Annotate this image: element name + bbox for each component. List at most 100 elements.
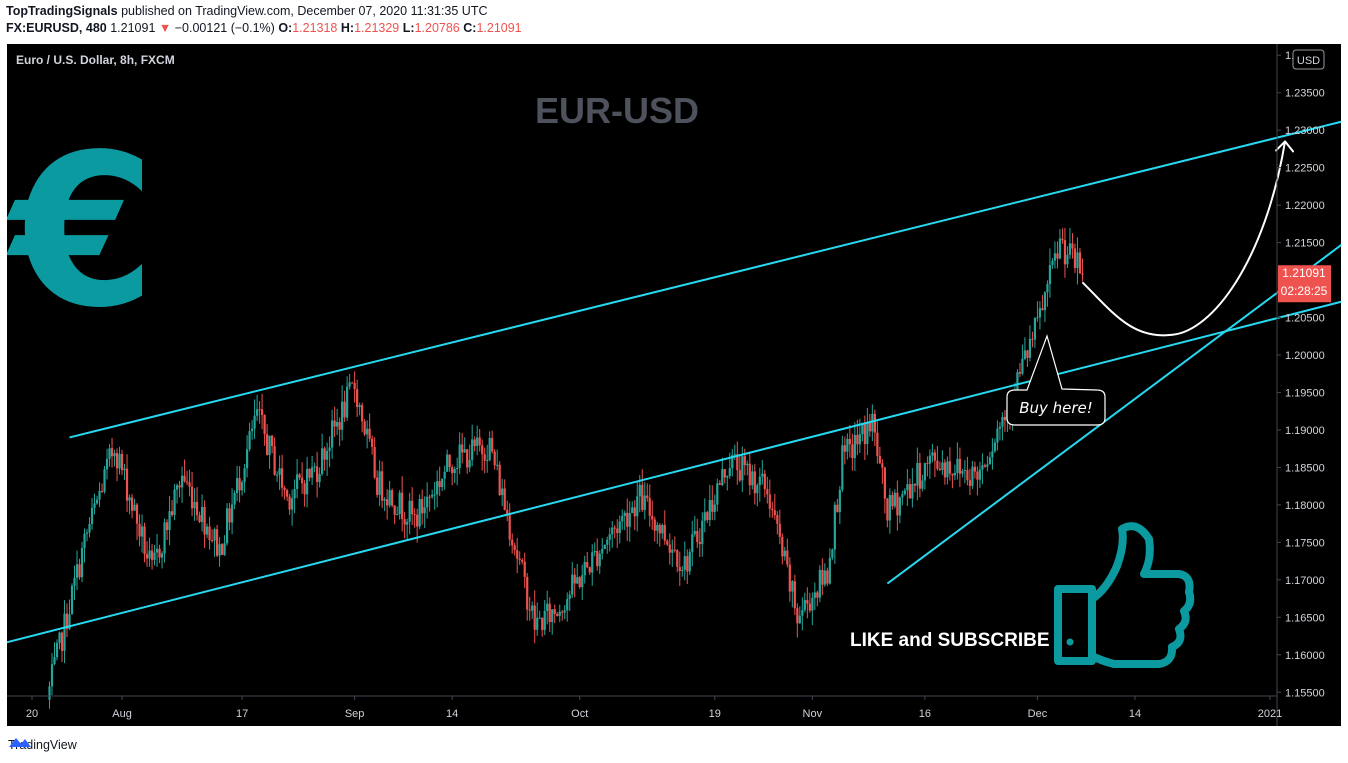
candle-body	[451, 467, 454, 474]
trendline[interactable]	[69, 115, 1341, 439]
candle-body	[225, 508, 229, 544]
candle-body	[878, 455, 881, 464]
candle-body	[210, 540, 214, 542]
candle-body	[563, 610, 566, 613]
candle-body	[843, 445, 846, 452]
candle-body	[93, 503, 96, 508]
trendline[interactable]	[886, 225, 1341, 585]
candle-body	[1028, 338, 1032, 358]
chart-panel[interactable]: 1.15500 1.16000 1.16500 1.17000 1.17500 1.180…	[7, 44, 1341, 726]
candle-body	[646, 495, 649, 499]
candle-body	[758, 476, 761, 486]
candle-body	[1023, 350, 1027, 359]
candle-body	[1031, 338, 1034, 340]
candle-body	[331, 420, 334, 448]
open-value: 1.21318	[292, 21, 338, 35]
watermark-title: EUR-USD	[535, 90, 699, 131]
candle-body	[981, 465, 984, 470]
candle-body	[83, 533, 86, 549]
candle-body	[826, 570, 829, 584]
publisher-name[interactable]: TopTradingSignals	[6, 4, 118, 18]
tradingview-footer[interactable]: TradingView	[8, 735, 77, 755]
candle-body	[70, 585, 74, 615]
projection-path	[1081, 141, 1287, 337]
candle-body	[876, 432, 879, 456]
trendline[interactable]	[7, 295, 1341, 644]
candle-body	[698, 541, 701, 545]
candle-body	[741, 456, 744, 481]
x-tick-label: Dec	[1028, 708, 1048, 720]
candle-body	[898, 497, 901, 516]
candle-body	[388, 490, 391, 506]
candle-body	[358, 405, 361, 408]
candle-body	[833, 504, 836, 550]
candle-body	[736, 454, 739, 471]
candle-body	[856, 434, 859, 445]
candle-body	[993, 442, 997, 452]
candle-body	[1036, 317, 1039, 319]
price-chart[interactable]: 1.15500 1.16000 1.16500 1.17000 1.17500 1.180…	[7, 44, 1341, 726]
candle-body	[180, 475, 184, 488]
candle-body	[120, 453, 124, 471]
candle-body	[831, 549, 834, 558]
candle-body	[958, 458, 961, 474]
candle-body	[576, 577, 579, 584]
candle-body	[401, 492, 404, 520]
candle-body	[411, 500, 414, 515]
candle-body	[793, 581, 796, 609]
candle-body	[808, 603, 811, 611]
candle-body	[511, 539, 514, 546]
candle-body	[471, 439, 474, 461]
candle-body	[596, 550, 599, 567]
candle-body	[846, 438, 849, 452]
candle-body	[423, 507, 426, 514]
candle-body	[863, 424, 866, 445]
candle-body	[381, 471, 384, 501]
candle-body	[188, 482, 191, 487]
candle-body	[468, 460, 471, 468]
candle-body	[591, 552, 594, 573]
candle-body	[278, 468, 281, 475]
buy-callout-label: Buy here!	[1019, 399, 1093, 417]
candle-body	[396, 514, 399, 516]
candle-body	[145, 554, 149, 559]
candle-body	[133, 504, 136, 511]
close-value: 1.21091	[476, 21, 522, 35]
candle-body	[928, 455, 931, 464]
candle-body	[158, 548, 161, 558]
last-price-tag-value: 1.21091	[1282, 266, 1326, 280]
symbol-label: FX:EURUSD, 480	[6, 21, 107, 35]
down-arrow-icon: ▼	[158, 21, 172, 35]
candle-body	[286, 490, 289, 497]
candle-body	[913, 483, 916, 486]
buy-callout	[1006, 334, 1106, 426]
candle-body	[868, 422, 871, 432]
candle-body	[686, 556, 689, 572]
candle-body	[306, 468, 309, 495]
candle-body	[653, 519, 656, 531]
candle-body	[578, 577, 581, 587]
candle-body	[488, 437, 491, 461]
candle-body	[98, 490, 101, 500]
candle-body	[351, 382, 354, 384]
y-tick-label: 1.20000	[1285, 350, 1325, 362]
candle-body	[283, 487, 286, 491]
candle-body	[178, 485, 181, 488]
candle-body	[173, 489, 176, 516]
like-subscribe-text: LIKE and SUBSCRIBE	[850, 630, 1050, 651]
candle-body	[806, 600, 809, 604]
candle-body	[673, 549, 676, 551]
candle-body	[671, 549, 674, 553]
candle-body	[598, 553, 601, 567]
candle-body	[165, 522, 169, 531]
candle-body	[708, 500, 711, 521]
x-tick-label: Aug	[112, 708, 132, 720]
candle-body	[463, 449, 466, 453]
candle-body	[243, 468, 246, 483]
candle-body	[50, 664, 54, 687]
currency-badge[interactable]	[1292, 49, 1325, 70]
candle-body	[361, 405, 364, 422]
candle-body	[553, 609, 556, 614]
candle-body	[618, 521, 621, 534]
candle-body	[983, 465, 987, 467]
